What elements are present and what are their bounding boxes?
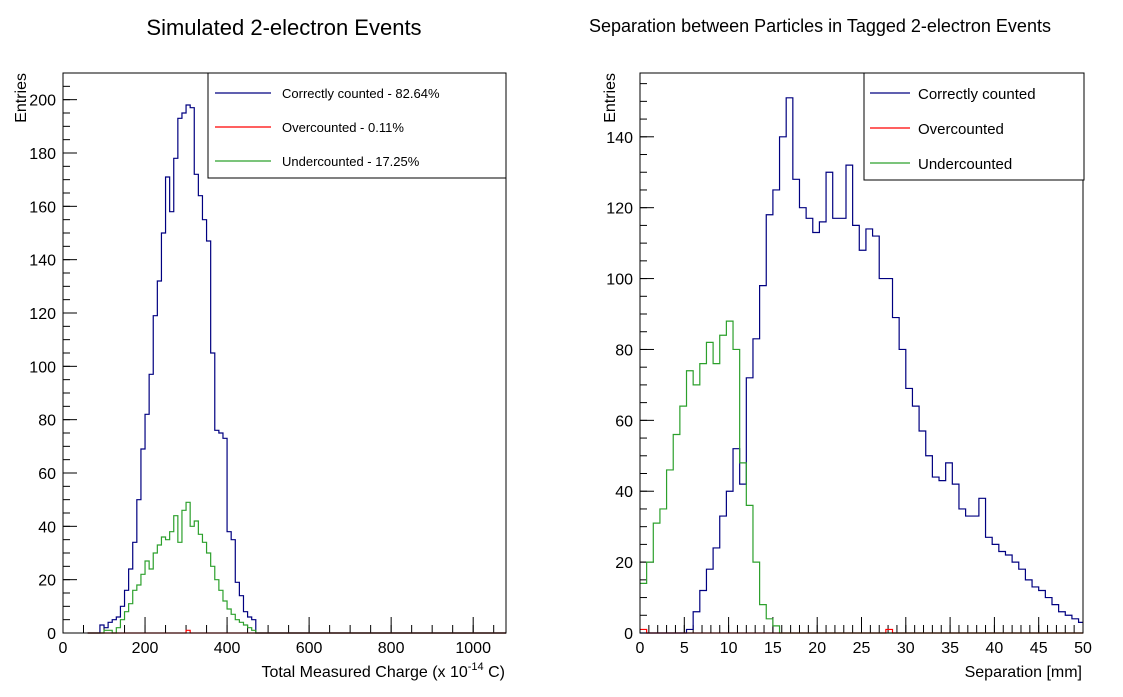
charge-y-tick-label: 160	[29, 199, 56, 216]
charge-y-tick-label: 60	[38, 466, 56, 483]
charge-y-tick-label: 80	[38, 413, 56, 430]
separation-x-tick-label: 10	[720, 640, 738, 657]
separation-series-correct	[640, 97, 1083, 634]
separation-histogram-title: Separation between Particles in Tagged 2…	[589, 16, 1051, 36]
separation-x-tick-label: 40	[986, 640, 1004, 657]
charge-y-tick-label: 40	[38, 519, 56, 536]
separation-plot-frame	[639, 72, 1084, 634]
charge-y-tick-label: 100	[29, 359, 56, 376]
legend-label-correct: Correctly counted - 82.64%	[282, 86, 440, 101]
separation-y-axis-title: Entries	[602, 73, 619, 123]
charge-x-tick-label: 1000	[455, 640, 491, 657]
separation-x-tick-label: 25	[853, 640, 871, 657]
charge-y-tick-label: 200	[29, 93, 56, 110]
separation-legend-box	[863, 72, 1085, 181]
legend-label-under: Undercounted	[918, 156, 1012, 173]
separation-x-tick-label: 20	[808, 640, 826, 657]
separation-y-tick-label: 80	[615, 342, 633, 359]
separation-x-tick-label: 0	[636, 640, 645, 657]
separation-x-tick-label: 15	[764, 640, 782, 657]
charge-x-tick-label: 200	[132, 640, 159, 657]
charge-x-tick-label: 600	[296, 640, 323, 657]
separation-legend: Correctly counted Overcounted Undercount…	[863, 72, 1085, 181]
separation-y-tick-label: 40	[615, 484, 633, 501]
separation-x-axis-title: Separation [mm]	[965, 664, 1082, 681]
separation-x-tick-label: 45	[1030, 640, 1048, 657]
separation-x-tick-label: 5	[680, 640, 689, 657]
legend-label-correct: Correctly counted	[918, 86, 1036, 103]
charge-y-axis-title: Entries	[13, 73, 30, 123]
charge-y-tick-label: 180	[29, 146, 56, 163]
charge-x-tick-label: 800	[378, 640, 405, 657]
charge-legend: Correctly counted - 82.64% Overcounted -…	[207, 72, 507, 179]
charge-y-tick-label: 140	[29, 253, 56, 270]
separation-y-tick-label: 120	[606, 201, 633, 218]
charge-y-tick-label: 120	[29, 306, 56, 323]
separation-x-tick-label: 50	[1074, 640, 1092, 657]
separation-axis-ticks: 0 5 10 15 20 25 30 35 40 45 50 0 20 40 60 80 100 120 140	[606, 83, 1092, 657]
charge-x-axis-title: Total Measured Charge (x 10-14 C)	[261, 661, 505, 681]
legend-label-under: Undercounted - 17.25%	[282, 154, 420, 169]
charge-series-under	[87, 501, 506, 634]
separation-x-tick-label: 35	[941, 640, 959, 657]
charge-x-tick-label: 0	[59, 640, 68, 657]
charge-y-tick-label: 0	[47, 626, 56, 643]
separation-histogram-panel: Separation between Particles in Tagged 2…	[589, 16, 1092, 681]
charge-y-tick-label: 20	[38, 573, 56, 590]
separation-y-tick-label: 0	[624, 626, 633, 643]
legend-label-over: Overcounted - 0.11%	[282, 120, 404, 135]
separation-y-tick-label: 100	[606, 272, 633, 289]
separation-y-tick-label: 140	[606, 130, 633, 147]
charge-x-tick-label: 400	[214, 640, 241, 657]
charge-series-layer	[87, 104, 506, 634]
charge-histogram-panel: Simulated 2-electron Events 0 200 400 600 80…	[13, 15, 507, 681]
separation-x-tick-label: 30	[897, 640, 915, 657]
charge-series-correct	[87, 104, 506, 634]
separation-y-tick-label: 60	[615, 413, 633, 430]
separation-y-tick-label: 20	[615, 555, 633, 572]
charge-histogram-title: Simulated 2-electron Events	[146, 15, 421, 40]
legend-label-over: Overcounted	[918, 121, 1004, 138]
